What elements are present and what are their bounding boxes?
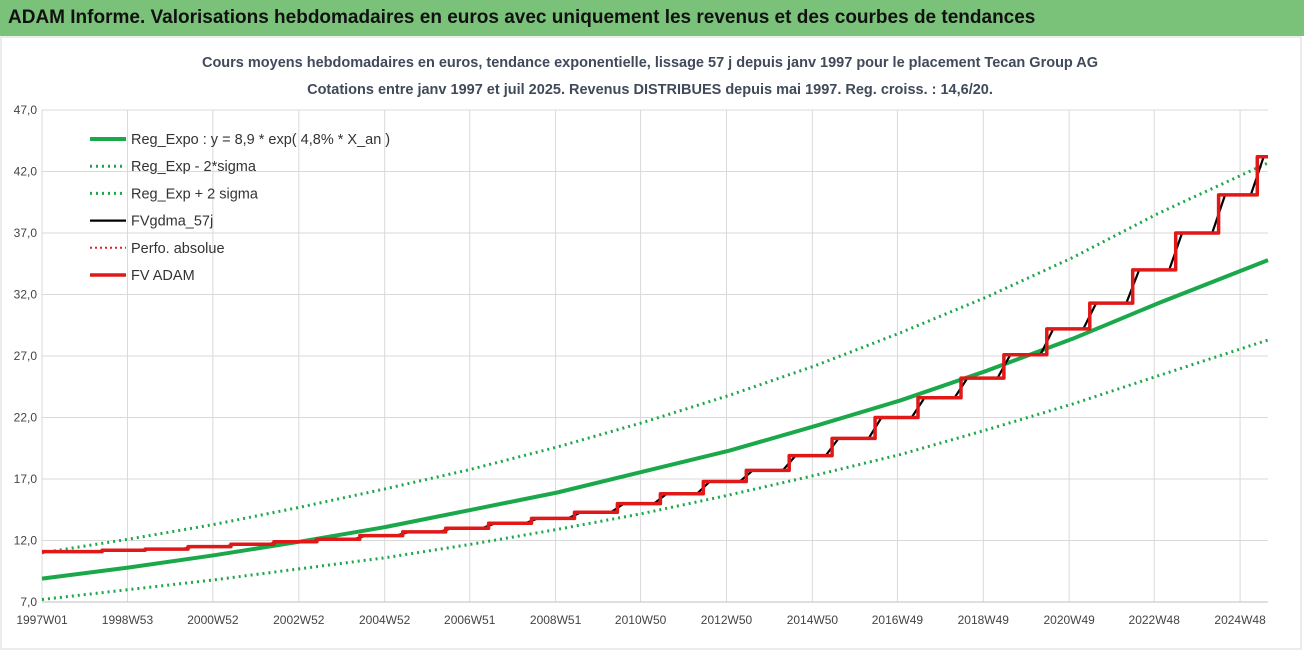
chart-area: Cours moyens hebdomadaires en euros, ten…	[0, 36, 1304, 652]
x-tick-label: 2010W50	[615, 613, 667, 627]
legend: Reg_Expo : y = 8,9 * exp( 4,8% * X_an ) R…	[90, 132, 390, 284]
x-tick-label: 2000W52	[187, 613, 239, 627]
y-tick-label: 17,0	[14, 472, 38, 486]
x-tick-label: 2014W50	[787, 613, 839, 627]
y-tick-label: 7,0	[20, 595, 37, 609]
legend-label-fv_adam: FV ADAM	[131, 268, 195, 284]
legend-label-reg_expo: Reg_Expo : y = 8,9 * exp( 4,8% * X_an )	[131, 132, 390, 148]
legend-label-perfo: Perfo. absolue	[131, 241, 225, 257]
x-tick-label: 2018W49	[958, 613, 1010, 627]
series-line-reg_plus	[41, 161, 1269, 555]
x-tick-label: 1997W01	[16, 613, 68, 627]
legend-label-reg_plus: Reg_Exp + 2 sigma	[131, 186, 259, 202]
x-tick-label: 2020W49	[1043, 613, 1095, 627]
series-layer	[41, 154, 1269, 601]
y-tick-label: 42,0	[14, 165, 38, 179]
y-axis: 7,0 12,0 17,0 22,0 27,0 32,0 37,0 42,0 47,0	[14, 103, 38, 609]
y-tick-label: 12,0	[14, 534, 38, 548]
y-tick-label: 27,0	[14, 349, 38, 363]
series-line-reg_minus	[41, 338, 1269, 601]
y-tick-label: 22,0	[14, 411, 38, 425]
x-axis: 1997W01 1998W53 2000W52 2002W52 2004W52 2006W…	[16, 601, 1268, 627]
x-tick-label: 2008W51	[530, 613, 582, 627]
x-tick-label: 2022W48	[1129, 613, 1181, 627]
x-tick-label: 2004W52	[359, 613, 411, 627]
report-title: ADAM Informe. Valorisations hebdomadaire…	[8, 7, 1036, 28]
y-tick-label: 32,0	[14, 288, 38, 302]
legend-label-fv_gdma: FVgdma_57j	[131, 214, 213, 230]
legend-label-reg_minus: Reg_Exp - 2*sigma	[131, 159, 257, 175]
report-banner: ADAM Informe. Valorisations hebdomadaire…	[0, 0, 1304, 36]
x-tick-label: 2006W51	[444, 613, 496, 627]
series-line-fv_adam	[42, 154, 1268, 554]
y-tick-label: 37,0	[14, 226, 38, 240]
y-tick-label: 47,0	[14, 103, 38, 117]
chart-title-line1: Cours moyens hebdomadaires en euros, ten…	[202, 55, 1098, 71]
x-tick-label: 1998W53	[102, 613, 154, 627]
x-tick-label: 2024W48	[1214, 613, 1266, 627]
x-tick-label: 2002W52	[273, 613, 325, 627]
x-tick-label: 2012W50	[701, 613, 753, 627]
x-tick-label: 2016W49	[872, 613, 924, 627]
trend-chart: Cours moyens hebdomadaires en euros, ten…	[0, 36, 1302, 650]
chart-title-line2: Cotations entre janv 1997 et juil 2025. …	[307, 82, 993, 98]
